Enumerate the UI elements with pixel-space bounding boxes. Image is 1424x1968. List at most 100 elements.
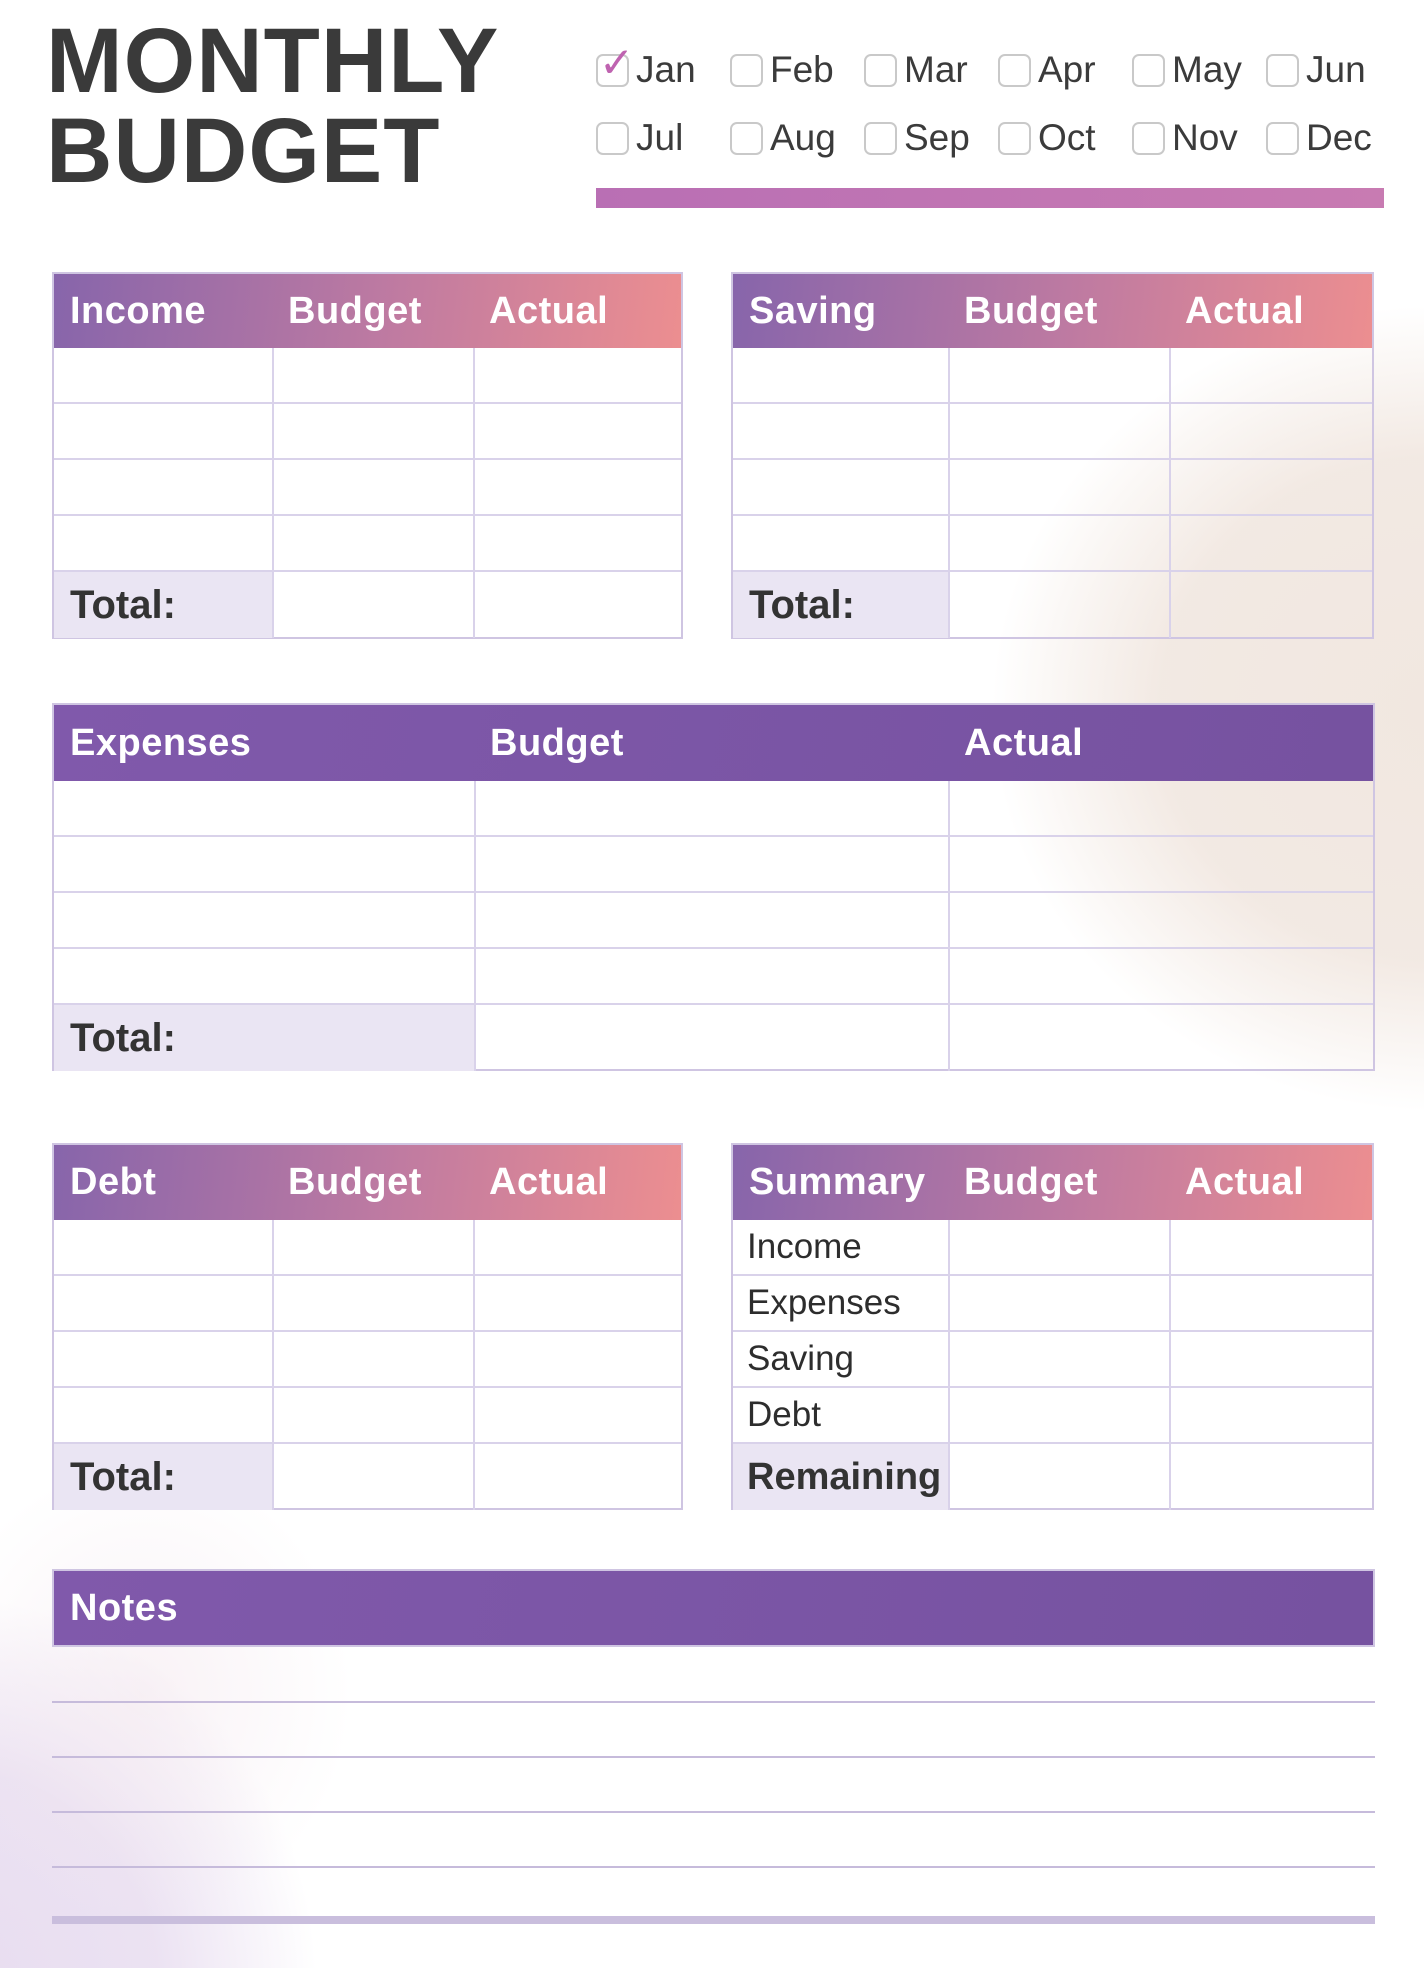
table-cell[interactable] — [950, 404, 1171, 458]
table-cell[interactable] — [274, 1444, 475, 1510]
table-cell[interactable] — [475, 404, 681, 458]
table-cell[interactable] — [476, 781, 950, 835]
table-cell[interactable] — [54, 1332, 274, 1386]
table-cell[interactable] — [1171, 1388, 1372, 1442]
table-cell[interactable] — [950, 1388, 1171, 1442]
table-cell[interactable] — [475, 516, 681, 570]
table-cell[interactable] — [274, 1388, 475, 1442]
month-label: Jul — [636, 117, 684, 158]
month-option-may[interactable]: May — [1132, 49, 1266, 90]
table-cell[interactable] — [733, 516, 950, 570]
table-cell[interactable] — [1171, 460, 1372, 514]
table-cell[interactable] — [950, 949, 1373, 1003]
checkbox-icon[interactable]: ✓ — [596, 41, 634, 87]
table-cell[interactable] — [476, 837, 950, 891]
table-cell[interactable] — [476, 893, 950, 947]
month-option-apr[interactable]: Apr — [998, 49, 1132, 90]
month-option-nov[interactable]: Nov — [1132, 117, 1266, 158]
checkbox-icon[interactable] — [1132, 121, 1165, 155]
table-cell[interactable] — [733, 460, 950, 514]
table-cell[interactable] — [475, 572, 681, 638]
table-cell[interactable] — [950, 1276, 1171, 1330]
table-cell[interactable] — [950, 1220, 1171, 1274]
checkbox-icon[interactable] — [1266, 121, 1299, 155]
table-cell[interactable] — [950, 516, 1171, 570]
table-cell[interactable] — [950, 1332, 1171, 1386]
table-cell[interactable] — [476, 949, 950, 1003]
checkbox-icon[interactable] — [864, 53, 897, 87]
table-cell[interactable] — [54, 837, 476, 891]
table-cell[interactable] — [274, 348, 475, 402]
table-cell[interactable] — [274, 1332, 475, 1386]
table-cell[interactable] — [950, 1444, 1171, 1510]
table-cell[interactable] — [274, 516, 475, 570]
table-cell[interactable] — [475, 460, 681, 514]
table-cell[interactable] — [475, 1220, 681, 1274]
table-cell[interactable] — [54, 460, 274, 514]
saving-header-label: Saving — [749, 289, 877, 332]
table-cell[interactable] — [54, 1276, 274, 1330]
table-cell[interactable] — [1171, 348, 1372, 402]
table-cell[interactable] — [54, 348, 274, 402]
summary-budget-header: Budget — [964, 1161, 1098, 1203]
table-cell[interactable] — [54, 1220, 274, 1274]
table-cell[interactable] — [475, 1276, 681, 1330]
month-option-sep[interactable]: Sep — [864, 117, 998, 158]
month-option-dec[interactable]: Dec — [1266, 117, 1400, 158]
table-cell[interactable] — [54, 516, 274, 570]
checkbox-icon[interactable] — [998, 121, 1031, 155]
table-cell[interactable] — [274, 460, 475, 514]
table-cell[interactable] — [475, 1332, 681, 1386]
month-option-mar[interactable]: Mar — [864, 49, 998, 90]
table-cell[interactable] — [733, 348, 950, 402]
table-cell[interactable] — [1171, 1332, 1372, 1386]
table-cell[interactable] — [950, 837, 1373, 891]
checkbox-icon[interactable] — [596, 121, 629, 155]
table-cell[interactable] — [950, 348, 1171, 402]
table-cell[interactable] — [54, 949, 476, 1003]
table-cell[interactable] — [1171, 1276, 1372, 1330]
checkbox-icon[interactable] — [730, 53, 763, 87]
table-cell[interactable] — [733, 404, 950, 458]
table-cell[interactable] — [274, 1220, 475, 1274]
checkbox-icon[interactable] — [864, 121, 897, 155]
table-cell[interactable] — [1171, 1444, 1372, 1510]
table-cell[interactable] — [475, 1388, 681, 1442]
table-row — [54, 1220, 681, 1276]
table-cell[interactable] — [950, 781, 1373, 835]
table-cell[interactable] — [54, 404, 274, 458]
table-cell[interactable] — [1171, 1220, 1372, 1274]
checkbox-icon[interactable] — [1266, 53, 1299, 87]
table-cell[interactable] — [274, 572, 475, 638]
table-row — [54, 404, 681, 460]
month-option-jul[interactable]: Jul — [596, 117, 730, 158]
table-cell[interactable] — [950, 1005, 1373, 1071]
table-cell[interactable] — [950, 460, 1171, 514]
table-cell[interactable] — [475, 1444, 681, 1510]
checkbox-icon[interactable] — [1132, 53, 1165, 87]
checkbox-icon[interactable] — [730, 121, 763, 155]
month-option-aug[interactable]: Aug — [730, 117, 864, 158]
table-cell[interactable] — [1171, 572, 1372, 638]
month-option-jan[interactable]: ✓ Jan — [596, 41, 730, 90]
month-option-feb[interactable]: Feb — [730, 49, 864, 90]
table-row — [54, 1332, 681, 1388]
table-cell[interactable] — [54, 781, 476, 835]
month-option-oct[interactable]: Oct — [998, 117, 1132, 158]
table-cell[interactable] — [475, 348, 681, 402]
debt-total-label: Total: — [54, 1444, 274, 1510]
notes-rule-line — [52, 1701, 1375, 1703]
table-cell[interactable] — [274, 404, 475, 458]
table-cell[interactable] — [950, 572, 1171, 638]
table-cell[interactable] — [274, 1276, 475, 1330]
table-cell[interactable] — [1171, 404, 1372, 458]
table-row — [733, 404, 1372, 460]
month-option-jun[interactable]: Jun — [1266, 49, 1400, 90]
table-cell[interactable] — [54, 1388, 274, 1442]
table-cell[interactable] — [950, 893, 1373, 947]
table-cell[interactable] — [476, 1005, 950, 1071]
table-cell[interactable] — [1171, 516, 1372, 570]
checkbox-icon[interactable] — [998, 53, 1031, 87]
table-cell[interactable] — [54, 893, 476, 947]
